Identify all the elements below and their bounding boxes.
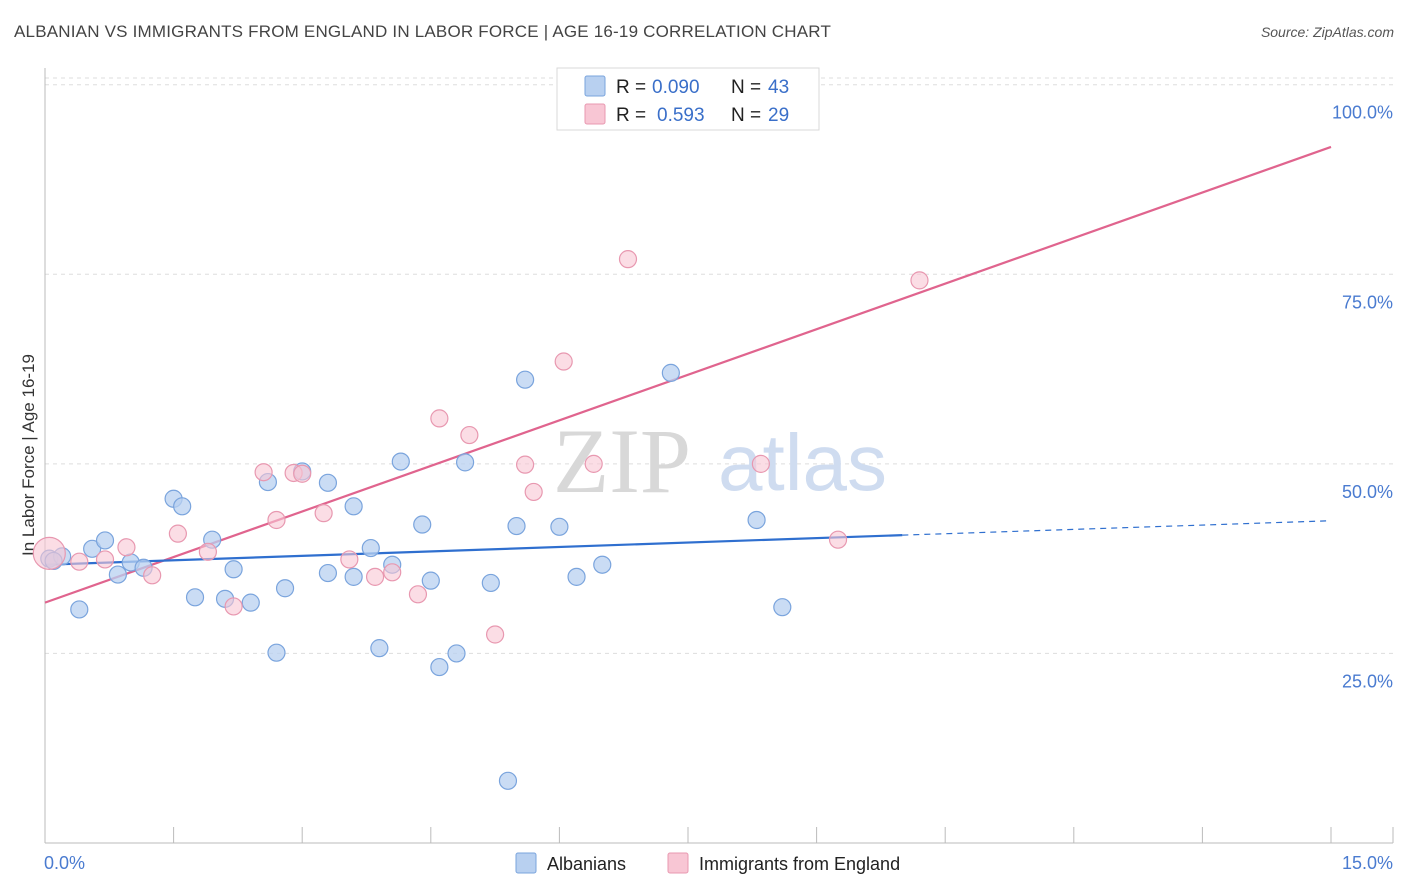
legend-r-value-england: 0.593 — [657, 105, 705, 126]
point-england — [70, 552, 89, 571]
legend-n-value-england: 29 — [768, 105, 789, 126]
point-albanians — [361, 538, 380, 558]
point-england — [254, 463, 273, 482]
point-england — [168, 524, 187, 543]
point-albanians — [318, 473, 338, 492]
legend: R = 0.090 N = 43 R = 0.593 N = 29 — [556, 67, 820, 131]
point-albanians — [661, 363, 680, 382]
point-england — [95, 550, 115, 569]
bottom-legend-swatch-england — [667, 852, 689, 874]
series-albanians — [40, 363, 792, 790]
point-albanians — [185, 588, 205, 607]
point-england — [618, 250, 638, 269]
point-albanians — [224, 560, 243, 579]
y-tick-label: 25.0% — [1342, 671, 1393, 691]
point-england — [314, 504, 333, 523]
point-albanians — [275, 579, 295, 598]
trend-line-albanians-extension — [902, 520, 1332, 536]
bottom-legend: Albanians Immigrants from England — [515, 852, 900, 874]
point-england — [365, 567, 385, 586]
point-england — [408, 585, 428, 604]
point-albanians — [507, 516, 526, 536]
point-england — [910, 271, 929, 290]
point-england — [143, 566, 162, 585]
point-england — [751, 454, 770, 473]
y-tick-label: 75.0% — [1342, 292, 1393, 312]
trend-lines — [44, 145, 1332, 604]
point-england — [224, 597, 243, 616]
point-albanians — [550, 517, 569, 536]
legend-n-value-albanians: 43 — [768, 77, 789, 98]
point-albanians — [241, 593, 260, 612]
point-albanians — [344, 497, 363, 516]
point-england — [460, 425, 479, 445]
point-albanians — [430, 657, 449, 677]
trend-line-albanians — [44, 534, 903, 566]
point-albanians — [318, 563, 338, 583]
bottom-legend-label-albanians: Albanians — [547, 854, 626, 874]
watermark-zip: ZIP — [553, 410, 691, 512]
point-albanians — [498, 771, 518, 790]
point-albanians — [447, 644, 466, 663]
point-albanians — [83, 539, 102, 558]
point-albanians — [108, 565, 127, 584]
legend-r-value-albanians: 0.090 — [652, 77, 700, 98]
legend-swatch-albanians — [584, 75, 606, 97]
x-tick-label-min: 0.0% — [44, 853, 85, 873]
x-tick-label-max: 15.0% — [1342, 853, 1393, 873]
watermark: ZIP atlas — [553, 410, 887, 512]
point-albanians — [747, 510, 766, 530]
legend-n-label-england: N = — [731, 105, 761, 126]
point-albanians — [567, 567, 586, 586]
axes — [44, 68, 1394, 844]
legend-n-label-albanians: N = — [731, 77, 761, 98]
y-tick-labels: 25.0% 50.0% 75.0% 100.0% — [1332, 103, 1393, 692]
point-england — [32, 536, 66, 570]
point-albanians — [413, 515, 432, 534]
point-england — [524, 482, 543, 502]
legend-r-label-albanians: R = — [616, 77, 646, 98]
point-england — [828, 530, 848, 549]
watermark-atlas: atlas — [718, 418, 887, 507]
point-albanians — [421, 571, 440, 590]
point-england — [117, 538, 136, 557]
point-albanians — [70, 600, 89, 619]
point-albanians — [391, 452, 410, 471]
point-england — [340, 550, 359, 569]
bottom-legend-swatch-albanians — [515, 852, 537, 874]
gridlines — [45, 77, 1393, 654]
point-england — [486, 625, 505, 644]
point-england — [554, 352, 573, 371]
source-credit: Source: ZipAtlas.com — [1260, 24, 1394, 40]
point-albanians — [516, 370, 535, 389]
series-england — [32, 75, 929, 644]
point-england — [293, 464, 312, 483]
point-albanians — [481, 573, 500, 593]
y-tick-label: 100.0% — [1332, 103, 1393, 123]
point-england — [430, 409, 449, 428]
point-england — [383, 563, 402, 582]
legend-r-label-england: R = — [616, 105, 646, 126]
point-england — [584, 454, 603, 473]
point-albanians — [593, 555, 612, 574]
legend-swatch-england — [584, 103, 606, 125]
chart-title: ALBANIAN VS IMMIGRANTS FROM ENGLAND IN L… — [14, 22, 832, 41]
point-england — [267, 510, 286, 530]
point-albanians — [267, 643, 286, 662]
bottom-legend-label-england: Immigrants from England — [699, 854, 900, 874]
point-england — [516, 455, 535, 474]
point-albanians — [344, 567, 363, 586]
y-axis-label: In Labor Force | Age 16-19 — [19, 354, 38, 556]
point-albanians — [773, 598, 792, 617]
y-tick-label: 50.0% — [1342, 482, 1393, 502]
point-england — [198, 542, 217, 561]
point-albanians — [370, 639, 389, 658]
point-albanians — [455, 453, 475, 472]
trend-line-england — [44, 145, 1332, 604]
point-albanians — [95, 531, 115, 550]
point-albanians — [173, 497, 192, 516]
